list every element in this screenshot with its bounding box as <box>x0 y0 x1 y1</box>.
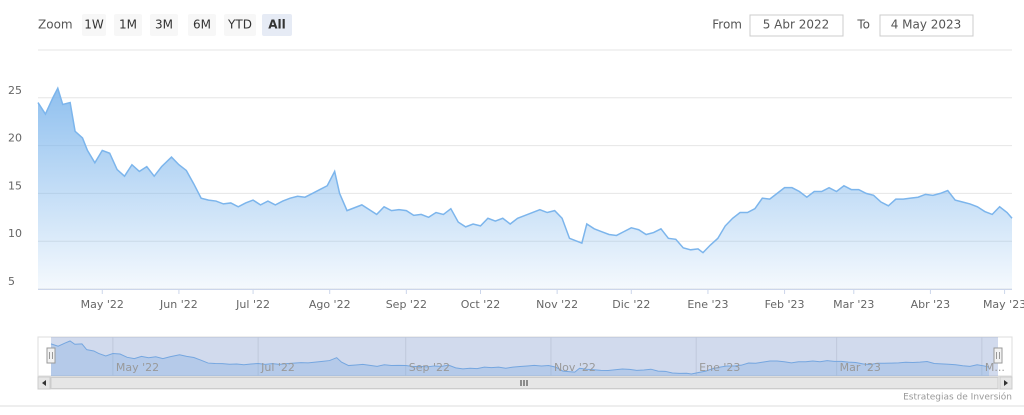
range-button[interactable] <box>150 14 178 36</box>
navigator-area <box>51 341 989 376</box>
range-button-label[interactable]: 1M <box>119 18 137 32</box>
zoom-label: Zoom <box>38 18 73 32</box>
x-tick-label: Abr '23 <box>911 298 951 311</box>
price-line <box>37 86 1013 254</box>
range-button[interactable] <box>262 14 292 36</box>
range-button-label[interactable]: 6M <box>193 18 211 32</box>
navigator-selection <box>51 337 998 376</box>
x-tick-label: Jul '22 <box>235 298 270 311</box>
handle-grip <box>996 352 1000 359</box>
x-tick-label: Ago '22 <box>309 298 351 311</box>
credits: Estrategias de Inversión <box>903 392 1012 403</box>
y-tick-label: 10 <box>8 227 22 240</box>
x-tick-label: Sep '22 <box>386 298 427 311</box>
x-tick-label: Nov '22 <box>536 298 578 311</box>
y-tick-label: 15 <box>8 179 22 192</box>
navigator-tick-label: Ene '23 <box>699 361 740 374</box>
navigator-handle[interactable] <box>993 347 1003 364</box>
x-tick-label: Jun '22 <box>159 298 198 311</box>
navigator-tick-label: M... <box>985 361 1005 374</box>
x-tick-label: Feb '23 <box>765 298 805 311</box>
range-button[interactable] <box>188 14 216 36</box>
x-tick-label: May '23 <box>983 298 1024 311</box>
y-tick-label: 5 <box>8 275 15 288</box>
x-tick-label: May '22 <box>81 298 124 311</box>
handle-grip <box>49 352 53 359</box>
from-label: From <box>712 18 742 32</box>
arrow-left <box>42 380 46 386</box>
to-value[interactable]: 4 May 2023 <box>891 18 962 32</box>
navigator-line <box>50 340 990 375</box>
from-input[interactable] <box>749 14 844 37</box>
to-input[interactable] <box>879 14 974 37</box>
x-tick-label: Ene '23 <box>687 298 728 311</box>
x-tick-label: Oct '22 <box>461 298 501 311</box>
range-button-label[interactable]: All <box>268 18 286 32</box>
x-tick-label: Dic '22 <box>612 298 650 311</box>
navigator-tick-label: Mar '23 <box>840 361 881 374</box>
navigator-frame <box>37 336 1013 377</box>
x-tick-label: Mar '23 <box>833 298 874 311</box>
navigator-tick-label: Nov '22 <box>554 361 596 374</box>
arrow-right <box>1004 380 1008 386</box>
range-button-label[interactable]: YTD <box>227 18 252 32</box>
thumb-grip <box>520 380 528 386</box>
navigator-tick-label: Jul '22 <box>260 361 295 374</box>
range-button-label[interactable]: 1W <box>84 18 104 32</box>
scrollbar <box>37 376 1013 390</box>
range-buttons: 1W 1M 3M 6M YTD All <box>82 14 292 36</box>
navigator-tick-label: May '22 <box>116 361 159 374</box>
range-button[interactable] <box>114 14 142 36</box>
navigator: May '22 Jul '22 Sep '22 Nov '22 Ene '23 Mar '… <box>37 336 1013 377</box>
range-button[interactable] <box>224 14 256 36</box>
range-button-label[interactable]: 3M <box>155 18 173 32</box>
range-button[interactable] <box>82 14 106 36</box>
from-value[interactable]: 5 Abr 2022 <box>763 18 830 32</box>
to-label: To <box>856 18 870 32</box>
y-tick-label: 20 <box>8 132 22 145</box>
navigator-tick-label: Sep '22 <box>409 361 450 374</box>
area-fill <box>38 88 1012 290</box>
plot <box>37 86 1013 290</box>
navigator-handle[interactable] <box>46 347 56 364</box>
y-tick-label: 25 <box>8 84 22 97</box>
